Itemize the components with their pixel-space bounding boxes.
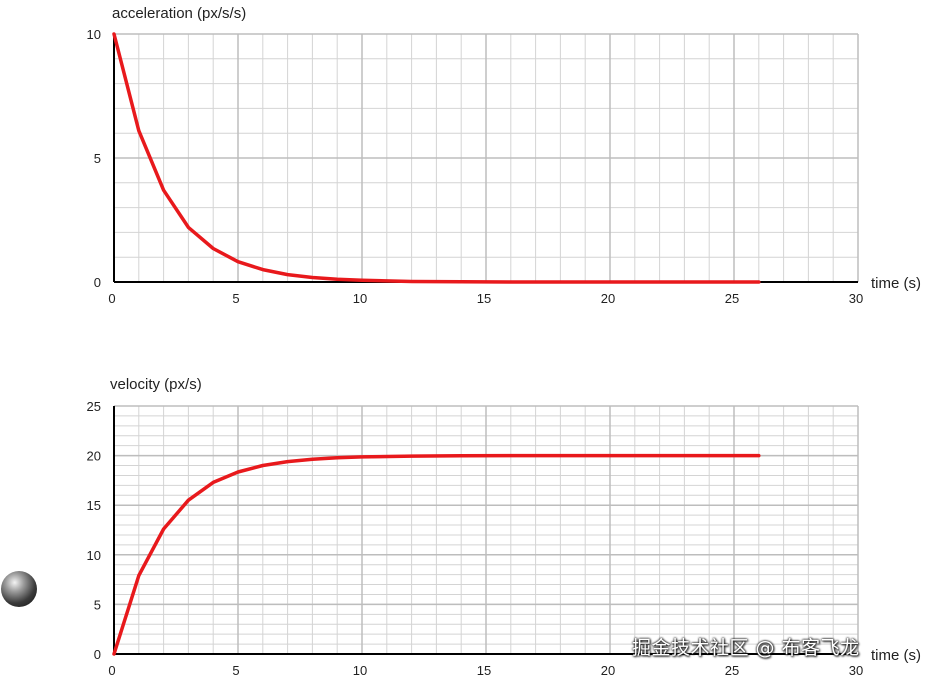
chart-2-x-tick-label: 0	[108, 663, 115, 678]
chart-1-x-tick-label: 20	[601, 291, 615, 306]
chart-1-x-tick-label: 25	[725, 291, 739, 306]
chart-1-y-tick-label: 10	[87, 27, 101, 42]
chart-2-x-tick-label: 15	[477, 663, 491, 678]
chart-2-y-tick-label: 20	[87, 449, 101, 464]
chart-1-x-tick-label: 30	[849, 291, 863, 306]
watermark: 掘金技术社区 @ 布客飞龙	[632, 637, 860, 659]
chart-1-x-axis-label: time (s)	[871, 275, 921, 292]
chart-2-x-tick-label: 10	[353, 663, 367, 678]
chart-1-y-tick-label: 5	[94, 151, 101, 166]
chart-2-y-tick-label: 5	[94, 597, 101, 612]
chart-2-x-tick-label: 20	[601, 663, 615, 678]
chart-1-x-tick-label: 10	[353, 291, 367, 306]
chart-2-y-tick-label: 15	[87, 498, 101, 513]
chart-1-title: acceleration (px/s/s)	[112, 5, 246, 22]
chart-2-title: velocity (px/s)	[110, 376, 202, 393]
chart-2-y-tick-label: 0	[94, 647, 101, 662]
chart-2-x-tick-label: 25	[725, 663, 739, 678]
chart-1-x-tick-label: 15	[477, 291, 491, 306]
chart-2-y-tick-label: 25	[87, 399, 101, 414]
ball-icon	[1, 571, 37, 607]
chart-1-y-tick-label: 0	[94, 275, 101, 290]
chart-2-y-tick-label: 10	[87, 548, 101, 563]
chart-2-x-tick-label: 5	[232, 663, 239, 678]
chart-2-x-axis-label: time (s)	[871, 647, 921, 664]
chart-1-x-tick-label: 0	[108, 291, 115, 306]
chart-2-series-line	[112, 453, 761, 656]
chart-2-x-tick-label: 30	[849, 663, 863, 678]
chart-1-series-line	[112, 32, 761, 284]
chart-1-x-tick-label: 5	[232, 291, 239, 306]
